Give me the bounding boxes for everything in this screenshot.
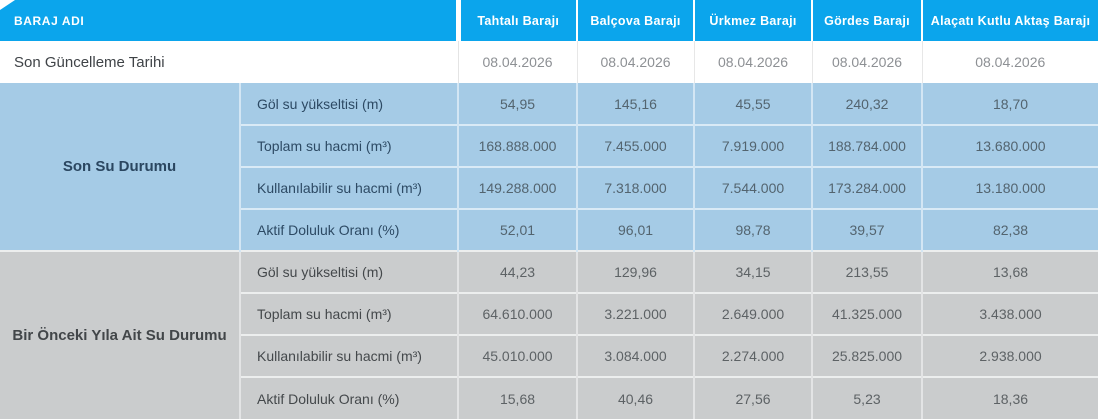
cell-value: 96,01: [577, 208, 696, 251]
cell-value: 168.888.000: [458, 124, 579, 167]
last-update-row: Son Güncelleme Tarihi 08.04.2026 08.04.2…: [0, 41, 1098, 83]
cell-value: 44,23: [458, 250, 579, 293]
cell-value: 173.284.000: [812, 166, 924, 209]
cell-value: 52,01: [458, 208, 579, 251]
metric-label: Göl su yükseltisi (m): [240, 250, 460, 293]
cell-value: 2.274.000: [694, 334, 814, 377]
cell-value: 7.919.000: [694, 124, 814, 167]
cell-value: 82,38: [922, 208, 1098, 251]
table-row: Aktif Doluluk Oranı (%) 52,01 96,01 98,7…: [0, 208, 1098, 251]
cell-value: 3.438.000: [922, 292, 1098, 335]
cell-value: 18,36: [922, 376, 1098, 419]
column-header-balcova: Balçova Barajı: [577, 0, 696, 41]
metric-label: Toplam su hacmi (m³): [240, 292, 460, 335]
last-update-date: 08.04.2026: [458, 41, 578, 83]
cell-value: 129,96: [577, 250, 696, 293]
table-row: Aktif Doluluk Oranı (%) 15,68 40,46 27,5…: [0, 376, 1098, 419]
column-header-alacati: Alaçatı Kutlu Aktaş Barajı: [922, 0, 1098, 41]
last-update-date: 08.04.2026: [812, 41, 923, 83]
metric-label: Aktif Doluluk Oranı (%): [240, 208, 460, 251]
column-header-tahtali: Tahtalı Barajı: [458, 0, 579, 41]
cell-value: 64.610.000: [458, 292, 579, 335]
metric-label: Kullanılabilir su hacmi (m³): [240, 166, 460, 209]
section-label-onceki-yil: Bir Önceki Yıla Ait Su Durumu: [0, 250, 241, 419]
cell-value: 13.680.000: [922, 124, 1098, 167]
cell-value: 213,55: [812, 250, 924, 293]
cell-value: 18,70: [922, 83, 1098, 125]
cell-value: 7.318.000: [577, 166, 696, 209]
column-header-gordes: Gördes Barajı: [812, 0, 924, 41]
column-header-urkmez: Ürkmez Barajı: [694, 0, 814, 41]
last-update-date: 08.04.2026: [577, 41, 695, 83]
cell-value: 45,55: [694, 83, 814, 125]
cell-value: 39,57: [812, 208, 924, 251]
table-row: Bir Önceki Yıla Ait Su Durumu Göl su yük…: [0, 250, 1098, 419]
cell-value: 7.544.000: [694, 166, 814, 209]
column-header-baraj-adi: BARAJ ADI: [0, 0, 461, 41]
cell-value: 34,15: [694, 250, 814, 293]
cell-value: 2.938.000: [922, 334, 1098, 377]
last-update-label: Son Güncelleme Tarihi: [0, 41, 459, 83]
cell-value: 5,23: [812, 376, 924, 419]
cell-value: 25.825.000: [812, 334, 924, 377]
last-update-date: 08.04.2026: [694, 41, 813, 83]
metric-label: Aktif Doluluk Oranı (%): [240, 376, 460, 419]
cell-value: 54,95: [458, 83, 579, 125]
table-row: Toplam su hacmi (m³) 64.610.000 3.221.00…: [0, 292, 1098, 335]
cell-value: 98,78: [694, 208, 814, 251]
last-update-date: 08.04.2026: [922, 41, 1098, 83]
cell-value: 41.325.000: [812, 292, 924, 335]
cell-value: 3.221.000: [577, 292, 696, 335]
cell-value: 7.455.000: [577, 124, 696, 167]
metric-label: Kullanılabilir su hacmi (m³): [240, 334, 460, 377]
cell-value: 13,68: [922, 250, 1098, 293]
table-row: Kullanılabilir su hacmi (m³) 149.288.000…: [0, 166, 1098, 209]
cell-value: 40,46: [577, 376, 696, 419]
cell-value: 2.649.000: [694, 292, 814, 335]
cell-value: 27,56: [694, 376, 814, 419]
section-label-son-su-durumu: Son Su Durumu: [0, 83, 241, 251]
cell-value: 240,32: [812, 83, 924, 125]
cell-value: 45.010.000: [458, 334, 579, 377]
cell-value: 13.180.000: [922, 166, 1098, 209]
cell-value: 145,16: [577, 83, 696, 125]
table-row: Son Su Durumu Göl su yükseltisi (m) 54,9…: [0, 83, 1098, 251]
corner-notch-decoration: [0, 0, 15, 10]
cell-value: 3.084.000: [577, 334, 696, 377]
table-row: Kullanılabilir su hacmi (m³) 45.010.000 …: [0, 334, 1098, 377]
cell-value: 188.784.000: [812, 124, 924, 167]
metric-label: Göl su yükseltisi (m): [240, 83, 460, 125]
table-row: Toplam su hacmi (m³) 168.888.000 7.455.0…: [0, 124, 1098, 167]
metric-label: Toplam su hacmi (m³): [240, 124, 460, 167]
cell-value: 15,68: [458, 376, 579, 419]
cell-value: 149.288.000: [458, 166, 579, 209]
table-header-row: BARAJ ADI Tahtalı Barajı Balçova Barajı …: [0, 0, 1098, 41]
